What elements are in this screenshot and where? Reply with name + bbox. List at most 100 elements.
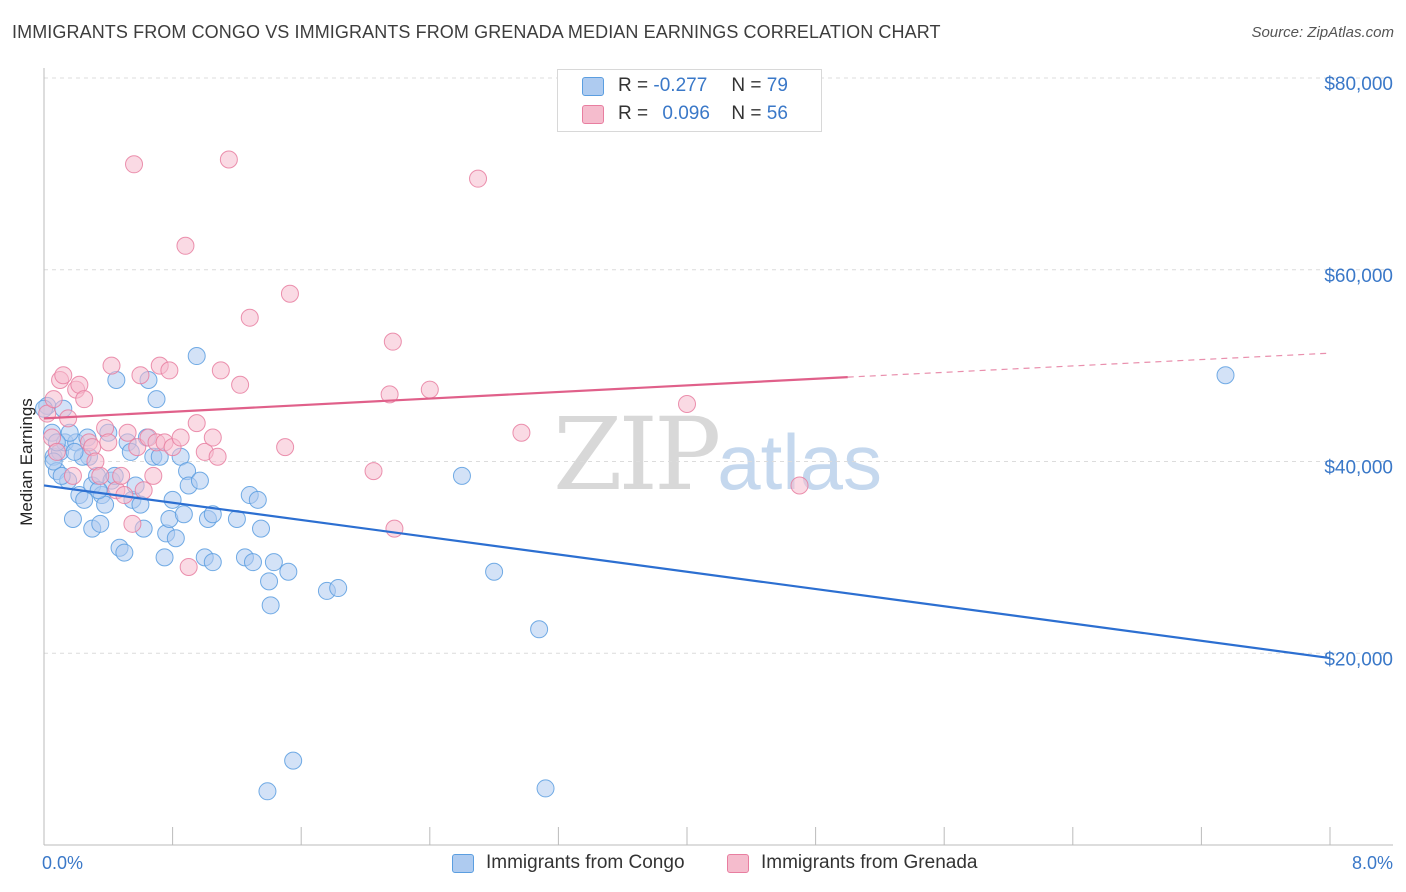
legend-row-congo: R = -0.277 N = 79: [582, 74, 788, 98]
legend-n-value: 79: [766, 75, 788, 96]
congo-point: [530, 620, 549, 639]
congo-point: [452, 466, 471, 485]
watermark-zip: ZIP: [553, 396, 721, 513]
legend-r-value: 0.096: [662, 103, 710, 124]
congo-point: [203, 505, 222, 524]
congo-point: [203, 553, 222, 572]
grenada-swatch: [727, 853, 749, 873]
grenada-point: [211, 361, 230, 380]
grenada-point: [280, 284, 299, 303]
grenada-point: [231, 375, 250, 394]
x-tick-label: 0.0%: [42, 853, 83, 873]
series-legend-label: Immigrants from Grenada: [761, 852, 978, 873]
series-legend: Immigrants from Congo Immigrants from Gr…: [0, 852, 1406, 878]
series-legend-grenada: Immigrants from Grenada: [727, 852, 977, 874]
grenada-point: [123, 514, 142, 533]
grenada-point: [176, 236, 195, 255]
congo-point: [258, 782, 277, 801]
y-tick-label: $80,000: [1324, 74, 1393, 95]
legend-n-label: N =: [731, 103, 762, 124]
congo-points: [35, 347, 1235, 801]
grenada-swatch: [582, 104, 604, 124]
congo-point: [329, 579, 348, 598]
legend-r-label: R =: [618, 75, 649, 96]
grenada-point: [75, 390, 94, 409]
grenada-point: [112, 466, 131, 485]
congo-point: [91, 514, 110, 533]
grenada-point: [276, 438, 295, 457]
y-tick-label: $20,000: [1324, 649, 1393, 670]
congo-point: [166, 529, 185, 548]
congo-point: [187, 347, 206, 366]
series-legend-congo: Immigrants from Congo: [452, 852, 685, 874]
congo-swatch: [452, 853, 474, 873]
congo-point: [243, 553, 262, 572]
congo-point: [284, 751, 303, 770]
grenada-point: [383, 332, 402, 351]
congo-point: [65, 442, 84, 461]
legend-row-grenada: R = 0.096 N = 56: [582, 102, 788, 126]
grenada-point: [240, 308, 259, 327]
grenada-point: [219, 150, 238, 169]
congo-point: [63, 510, 82, 529]
y-tick-label: $40,000: [1324, 458, 1393, 479]
grenada-point: [385, 519, 404, 538]
trend-lines: [43, 352, 1331, 660]
grenada-point: [47, 442, 66, 461]
y-axis-title: Median Earnings: [17, 398, 36, 526]
congo-point: [190, 471, 209, 490]
grenada-trend-extension: [847, 352, 1331, 378]
grenada-point: [102, 356, 121, 375]
grenada-point: [99, 433, 118, 452]
congo-point: [261, 596, 280, 615]
grenada-point: [54, 366, 73, 385]
grenada-point: [512, 423, 531, 442]
grenada-point: [678, 394, 696, 413]
congo-point: [248, 490, 267, 509]
legend-n-value: 56: [766, 103, 788, 124]
grenada-point: [91, 466, 110, 485]
correlation-legend: R = -0.277 N = 79 R = 0.096 N = 56: [557, 69, 822, 132]
source-label: Source: ZipAtlas.com: [1251, 24, 1394, 41]
grenada-point: [187, 414, 206, 433]
grenada-point: [380, 385, 399, 404]
grenada-point: [364, 462, 383, 481]
grenada-point: [208, 447, 227, 466]
grenada-point: [160, 361, 179, 380]
congo-point: [163, 490, 182, 509]
grenada-point: [63, 466, 82, 485]
congo-swatch: [582, 76, 604, 96]
x-tick-label: 8.0%: [1352, 853, 1393, 873]
congo-point: [147, 390, 166, 409]
grenada-point: [203, 428, 222, 447]
legend-n-label: N =: [731, 75, 762, 96]
congo-point: [279, 562, 298, 581]
grenada-point: [171, 428, 190, 447]
legend-r-value: -0.277: [653, 75, 708, 96]
congo-point: [252, 519, 271, 538]
congo-point: [1216, 366, 1235, 385]
congo-point: [536, 779, 555, 798]
congo-point: [485, 562, 504, 581]
legend-r-label: R =: [618, 103, 649, 124]
congo-point: [155, 548, 174, 567]
grenada-point: [179, 557, 198, 576]
congo-point: [260, 572, 279, 591]
grenada-point: [790, 476, 809, 495]
congo-point: [115, 543, 134, 562]
series-legend-label: Immigrants from Congo: [486, 852, 685, 873]
grenada-point: [134, 481, 153, 500]
axis-labels: $20,000 $40,000 $60,000 $80,000 0.0% 8.0% Medi…: [17, 74, 1393, 873]
congo-point: [174, 505, 193, 524]
grenada-point: [144, 466, 163, 485]
congo-point: [264, 553, 283, 572]
grenada-point: [44, 390, 63, 409]
grenada-point: [420, 380, 439, 399]
axes: [43, 68, 1393, 846]
y-tick-label: $60,000: [1324, 266, 1393, 287]
grenada-point: [118, 423, 137, 442]
grenada-point: [125, 155, 144, 174]
grenada-trend-line: [43, 376, 848, 420]
grenada-point: [469, 169, 488, 188]
